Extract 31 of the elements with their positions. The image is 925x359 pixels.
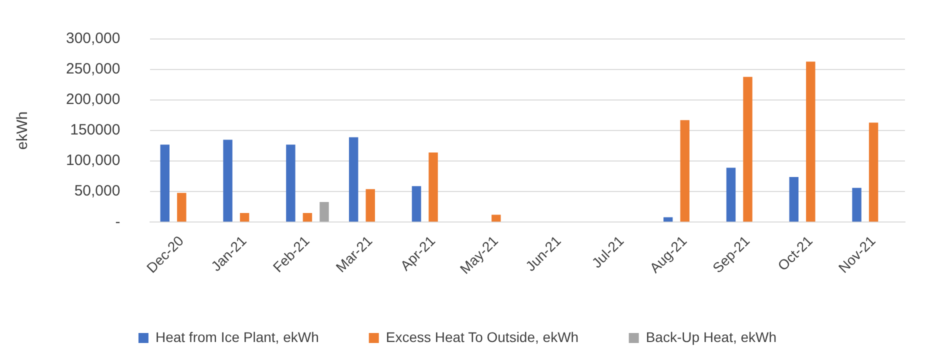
bar	[806, 62, 816, 222]
bar	[160, 144, 170, 222]
bar	[428, 152, 438, 222]
bar	[320, 202, 329, 222]
y-tick-label: 50,000	[74, 182, 120, 200]
bar	[663, 217, 673, 222]
bar	[852, 188, 862, 222]
y-tick-label: 300,000	[66, 30, 120, 48]
bar	[789, 176, 798, 222]
bar	[680, 120, 690, 222]
bar	[177, 192, 186, 222]
y-tick-label: 200,000	[66, 91, 120, 108]
legend-label: Back-Up Heat, ekWh	[646, 328, 777, 345]
legend-label: Excess Heat To Outside, ekWh	[386, 328, 579, 345]
bar	[348, 137, 358, 222]
y-tick-label: -	[115, 213, 120, 230]
bar	[286, 144, 296, 222]
bar	[492, 214, 501, 222]
y-tick-label: 150000	[70, 122, 120, 139]
bar	[743, 76, 752, 222]
bar	[302, 212, 312, 222]
bar	[240, 212, 250, 222]
bar	[726, 168, 736, 222]
bar	[868, 122, 878, 222]
legend-label: Heat from Ice Plant, ekWh	[155, 328, 319, 345]
y-tick-label: 250,000	[66, 60, 120, 78]
bar	[412, 186, 422, 222]
bar	[366, 189, 375, 222]
y-tick-label: 100,000	[66, 152, 120, 170]
y-axis-title: ekWh	[14, 111, 32, 150]
bar	[223, 140, 232, 222]
